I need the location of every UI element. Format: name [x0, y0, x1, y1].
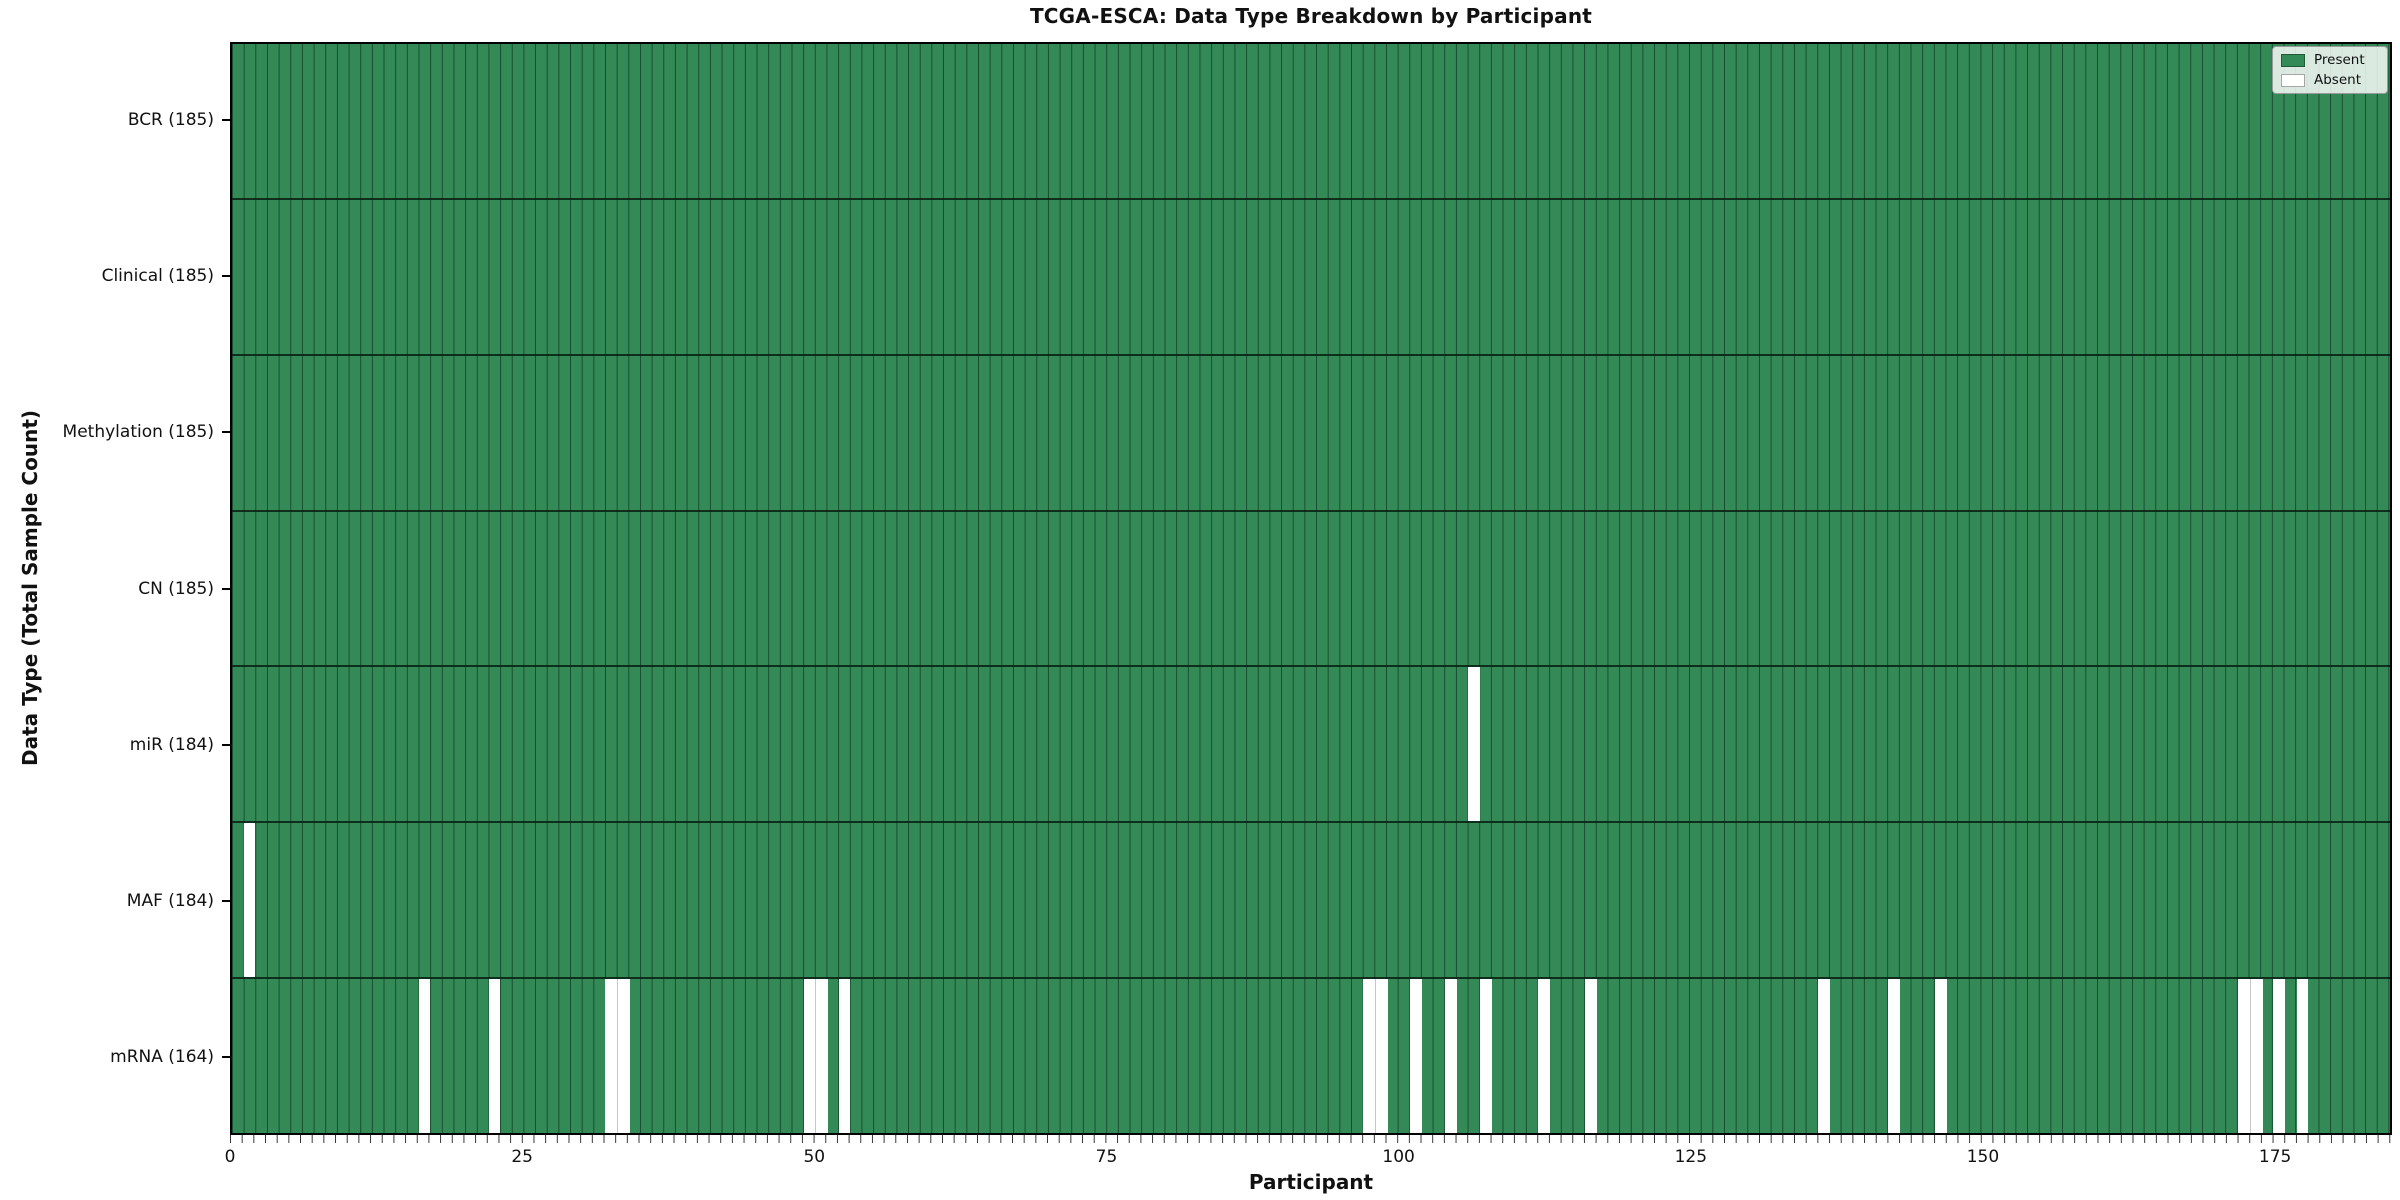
plot-area — [230, 42, 2392, 1135]
x-tick-label-25: 25 — [511, 1147, 533, 1167]
legend-item-absent: Absent — [2281, 72, 2379, 88]
x-tick-label-0: 0 — [224, 1147, 236, 1167]
absent-cell — [838, 979, 851, 1134]
y-tick-mark — [222, 899, 230, 902]
y-tick-label-MAF: MAF (184) — [126, 890, 214, 911]
absent-cell — [243, 823, 256, 978]
row-BCR — [232, 44, 2390, 198]
row-miR — [232, 665, 2390, 822]
x-tick-label-125: 125 — [1674, 1147, 1708, 1167]
legend-swatch-absent — [2281, 73, 2305, 87]
y-tick-mark — [222, 275, 230, 278]
absent-cell — [605, 979, 617, 1134]
absent-cell — [1818, 979, 1831, 1134]
absent-cell — [803, 979, 816, 1134]
absent-cell — [1363, 979, 1376, 1134]
y-tick-mark — [222, 119, 230, 122]
x-tick-label-175: 175 — [2258, 1147, 2292, 1167]
y-tick-label-Methylation: Methylation (185) — [62, 422, 214, 443]
y-tick-mark — [222, 1055, 230, 1058]
y-tick-label-CN: CN (185) — [138, 578, 214, 599]
absent-cell — [418, 979, 431, 1134]
absent-cell — [488, 979, 501, 1134]
x-tick-label-75: 75 — [1095, 1147, 1118, 1167]
x-tick-label-100: 100 — [1382, 1147, 1415, 1167]
y-tick-label-BCR: BCR (185) — [127, 110, 214, 131]
y-tick-label-miR: miR (184) — [129, 734, 214, 755]
row-Clinical — [232, 197, 2390, 354]
absent-cell — [1888, 979, 1901, 1134]
x-axis: 0 25 50 75 100 125 150 175 — [225, 1147, 2392, 1177]
y-axis: BCR (185) Clinical (185) Methylation (185)… — [0, 42, 230, 1135]
legend: Present Absent — [2272, 46, 2388, 94]
y-tick-mark — [222, 587, 230, 590]
absent-cell — [1585, 979, 1597, 1134]
y-tick-label-mRNA: mRNA (164) — [110, 1046, 214, 1067]
absent-cell — [2238, 979, 2250, 1134]
absent-cell — [1445, 979, 1457, 1134]
absent-cell — [1538, 979, 1551, 1134]
legend-label: Absent — [2314, 72, 2361, 88]
absent-cell — [1468, 667, 1481, 822]
x-axis-label: Participant — [1248, 1170, 1374, 1194]
row-Methylation — [232, 353, 2390, 510]
absent-cell — [1410, 979, 1422, 1134]
absent-cell — [616, 979, 630, 1134]
row-CN — [232, 509, 2390, 666]
absent-cell — [815, 979, 828, 1134]
absent-cell — [1935, 979, 1947, 1134]
legend-label: Present — [2314, 52, 2365, 68]
x-tick-label-150: 150 — [1966, 1147, 2000, 1167]
legend-item-present: Present — [2281, 52, 2379, 68]
x-tick-label-50: 50 — [803, 1147, 826, 1167]
x-axis-tick-comb — [230, 1135, 2392, 1143]
y-tick-mark — [222, 431, 230, 434]
row-MAF — [232, 821, 2390, 978]
y-tick-label-Clinical: Clinical (185) — [101, 266, 214, 287]
row-mRNA — [232, 977, 2390, 1134]
absent-cell — [1375, 979, 1388, 1134]
absent-cell — [1480, 979, 1492, 1134]
absent-cell — [2273, 979, 2285, 1134]
legend-swatch-present — [2281, 53, 2305, 67]
chart-title: TCGA-ESCA: Data Type Breakdown by Partic… — [1029, 4, 1593, 28]
y-tick-mark — [222, 743, 230, 746]
absent-cell — [2296, 979, 2309, 1134]
absent-cell — [2250, 979, 2263, 1134]
